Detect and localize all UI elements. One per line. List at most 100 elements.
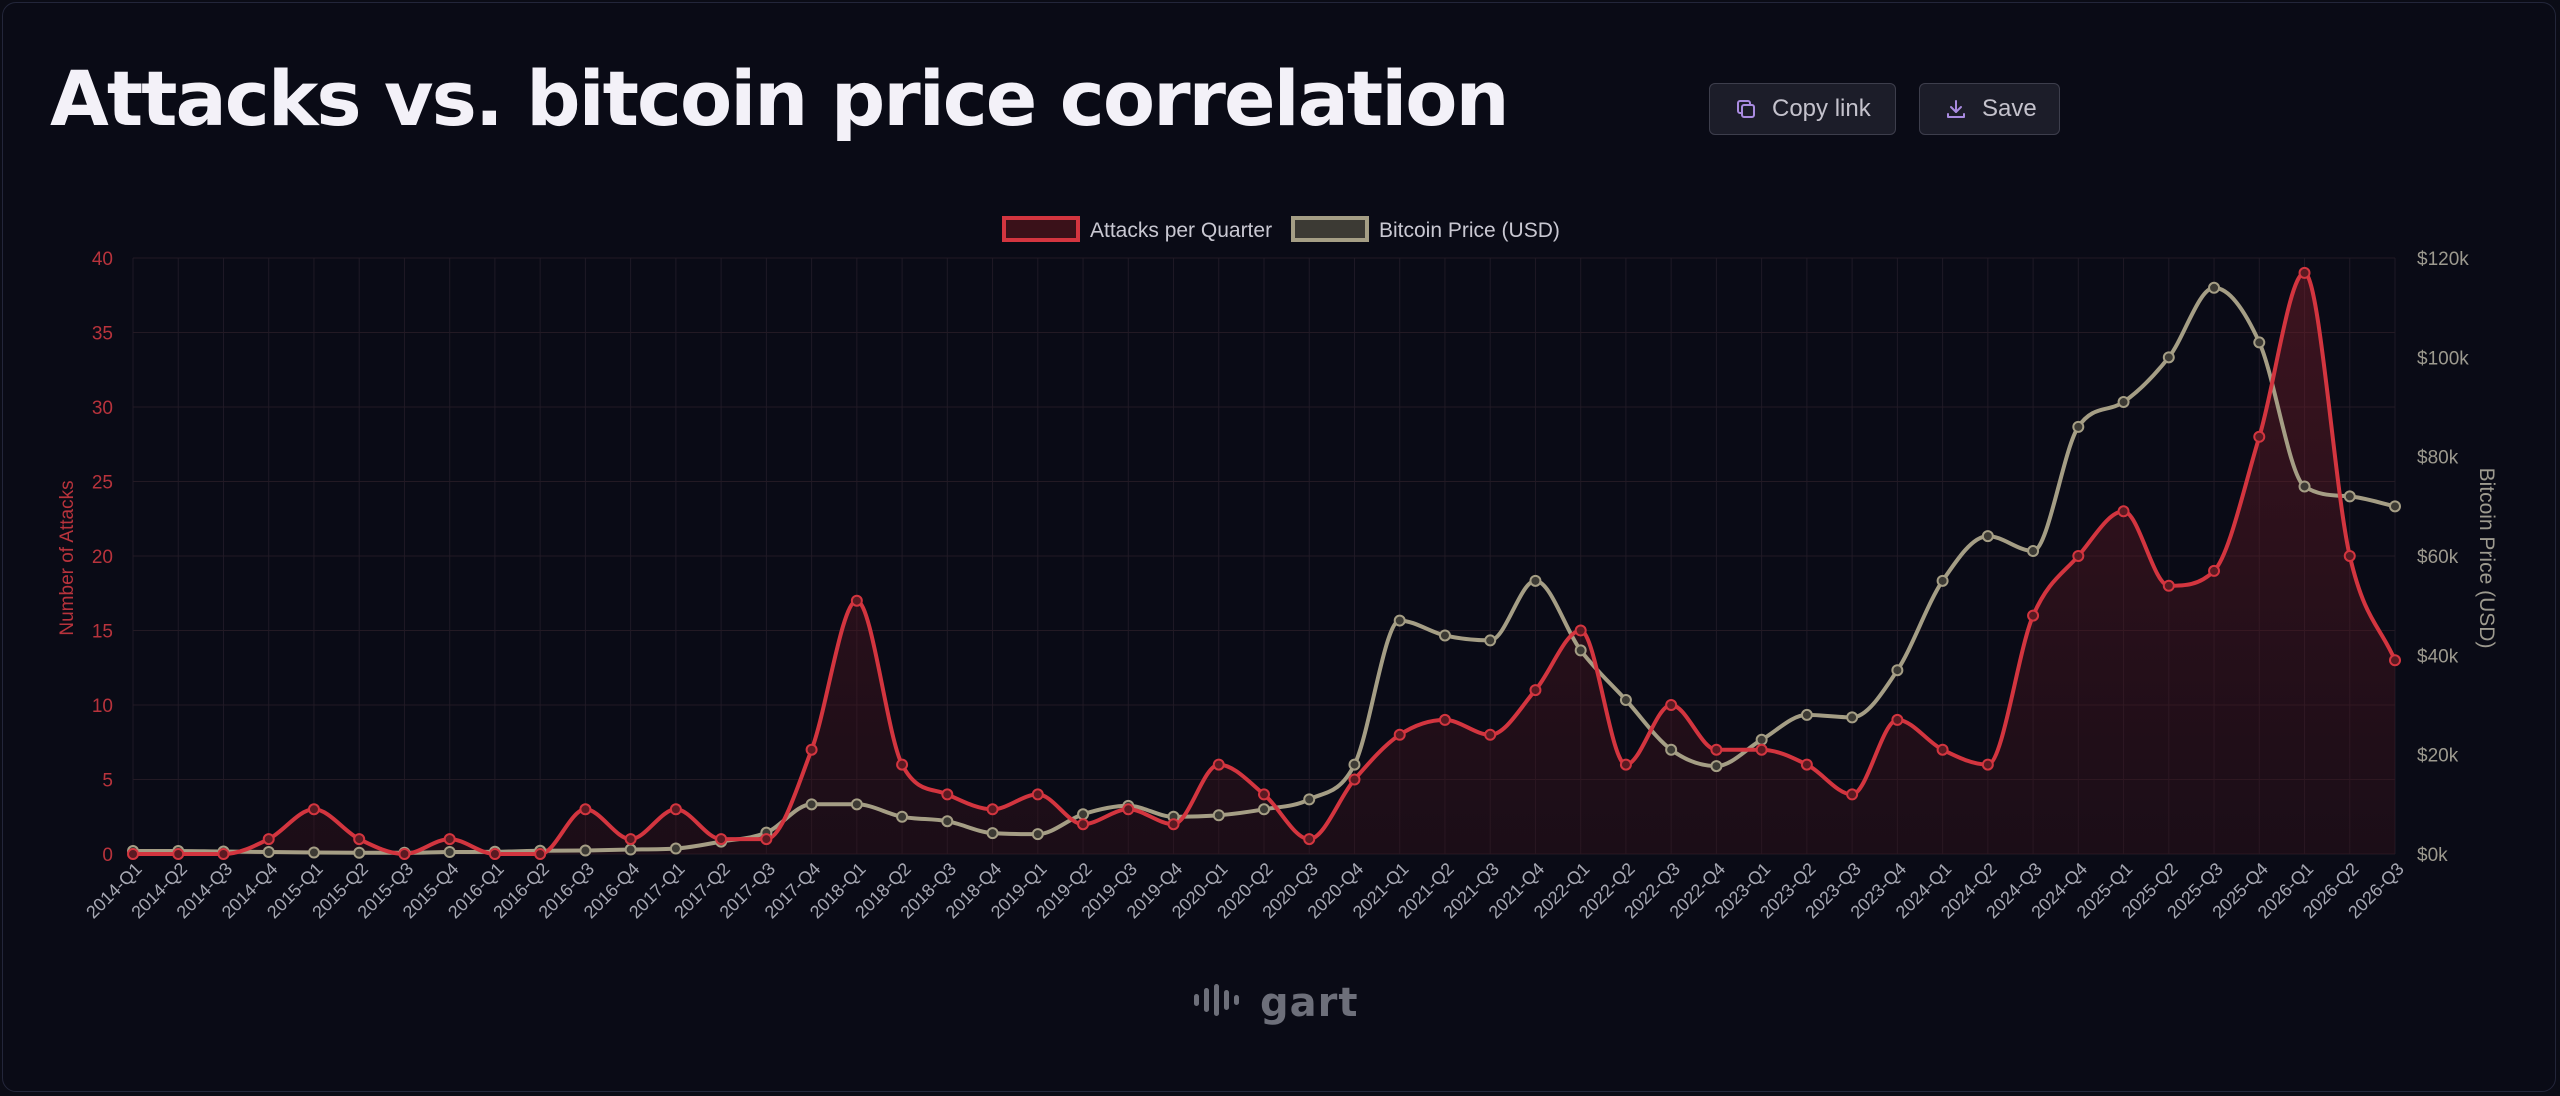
- left-axis-tick-label: 40: [92, 249, 113, 270]
- bitcoin-price-point: [2162, 351, 2175, 364]
- attacks-point: [669, 803, 682, 816]
- attacks-point: [307, 803, 320, 816]
- legend-swatch-bitcoin: [1291, 216, 1369, 242]
- attacks-point: [715, 833, 728, 846]
- bitcoin-price-point: [2389, 500, 2401, 513]
- legend: Attacks per Quarter Bitcoin Price (USD): [1002, 216, 1560, 242]
- bitcoin-price-point: [941, 815, 954, 828]
- right-axis-tick-label: $40k: [2417, 646, 2459, 667]
- bitcoin-price-point: [1348, 758, 1361, 771]
- attacks-point: [1258, 788, 1270, 801]
- attacks-point: [624, 833, 637, 846]
- left-axis-tick-label: 0: [102, 845, 113, 866]
- attacks-point: [2208, 564, 2221, 577]
- bitcoin-price-point: [2298, 480, 2311, 493]
- attacks-point: [2298, 266, 2311, 279]
- copy-icon: [1734, 97, 1758, 121]
- left-axis-title: Number of Attacks: [57, 480, 78, 635]
- attacks-point: [1438, 713, 1451, 726]
- copy-link-label: Copy link: [1772, 95, 1871, 122]
- attacks-point: [1031, 788, 1044, 801]
- right-axis-tick-label: $120k: [2417, 249, 2469, 270]
- bitcoin-price-point: [624, 843, 637, 856]
- attacks-point: [1665, 699, 1678, 711]
- right-axis-tick-label: $0k: [2417, 845, 2448, 866]
- left-axis-tick-label: 35: [92, 324, 113, 345]
- save-button[interactable]: Save: [1919, 83, 2060, 135]
- bitcoin-price-point: [1936, 574, 1949, 587]
- right-axis-tick-label: $100k: [2417, 348, 2469, 369]
- bitcoin-price-point: [2208, 281, 2221, 294]
- attacks-point: [1981, 758, 1994, 771]
- attacks-point: [1619, 758, 1632, 771]
- attacks-point: [1303, 833, 1316, 846]
- bitcoin-price-point: [1393, 614, 1406, 627]
- bitcoin-price-point: [896, 810, 909, 823]
- attacks-point: [986, 803, 999, 816]
- page-title: Attacks vs. bitcoin price correlation: [50, 54, 1510, 143]
- attacks-point: [1529, 684, 1542, 697]
- bitcoin-price-point: [443, 846, 456, 859]
- attacks-point: [2117, 505, 2130, 518]
- bitcoin-price-point: [2253, 336, 2266, 349]
- attacks-point: [353, 833, 366, 846]
- copy-link-button[interactable]: Copy link: [1709, 83, 1896, 135]
- attacks-point: [2253, 430, 2266, 443]
- left-axis-tick-label: 25: [92, 473, 113, 494]
- legend-label-bitcoin: Bitcoin Price (USD): [1379, 219, 1560, 242]
- bitcoin-price-point: [1438, 629, 1451, 642]
- attacks-point: [2343, 550, 2356, 562]
- attacks-point: [398, 848, 411, 860]
- attacks-point: [443, 833, 456, 846]
- attacks-point: [1484, 728, 1497, 741]
- download-icon: [1944, 97, 1968, 121]
- bitcoin-price-point: [2072, 420, 2085, 433]
- left-axis-tick-label: 5: [102, 771, 113, 792]
- bitcoin-price-point: [1755, 733, 1768, 746]
- attacks-point: [2389, 654, 2401, 667]
- attacks-point: [1122, 803, 1135, 816]
- attacks-point: [1212, 758, 1225, 771]
- right-axis-title: Bitcoin Price (USD): [2475, 468, 2498, 649]
- bitcoin-price-point: [579, 844, 592, 857]
- bitcoin-price-point: [1258, 803, 1270, 816]
- bitcoin-price-point: [850, 798, 863, 811]
- attacks-area-fill: [133, 272, 2395, 854]
- attacks-point: [1393, 728, 1406, 741]
- attacks-point: [805, 743, 818, 756]
- bitcoin-price-point: [1077, 808, 1090, 821]
- attacks-point: [579, 803, 592, 816]
- attacks-point: [217, 848, 230, 860]
- legend-label-attacks: Attacks per Quarter: [1090, 219, 1272, 242]
- attacks-point: [1755, 743, 1768, 756]
- bitcoin-price-point: [1212, 809, 1225, 822]
- attacks-point: [488, 848, 501, 860]
- bitcoin-price-point: [1574, 644, 1587, 657]
- attacks-point: [2072, 550, 2085, 562]
- attacks-point: [941, 788, 954, 801]
- bitcoin-price-point: [1303, 793, 1316, 806]
- attacks-point: [1891, 713, 1904, 726]
- attacks-point: [1800, 758, 1813, 771]
- logo-text: gart: [1260, 979, 1359, 1026]
- attacks-point: [1348, 773, 1361, 786]
- attacks-point: [1077, 818, 1090, 831]
- left-axis-tick-label: 30: [92, 398, 113, 419]
- bitcoin-price-point: [1529, 574, 1542, 587]
- legend-swatch-attacks: [1002, 216, 1080, 242]
- attacks-point: [127, 848, 139, 860]
- bitcoin-price-point: [1031, 828, 1044, 841]
- bitcoin-price-point: [805, 798, 818, 811]
- bitcoin-price-point: [1710, 760, 1723, 773]
- attacks-line: [133, 270, 2397, 857]
- attacks-point: [850, 594, 863, 607]
- bitcoin-price-point: [1800, 708, 1813, 721]
- bitcoin-price-point: [1665, 743, 1678, 756]
- bitcoin-price-point: [986, 827, 999, 840]
- bitcoin-price-point: [2027, 545, 2040, 558]
- bitcoin-price-point: [1619, 694, 1632, 707]
- attacks-point: [2162, 579, 2175, 592]
- bitcoin-price-point: [669, 842, 682, 855]
- left-axis-tick-label: 15: [92, 622, 113, 643]
